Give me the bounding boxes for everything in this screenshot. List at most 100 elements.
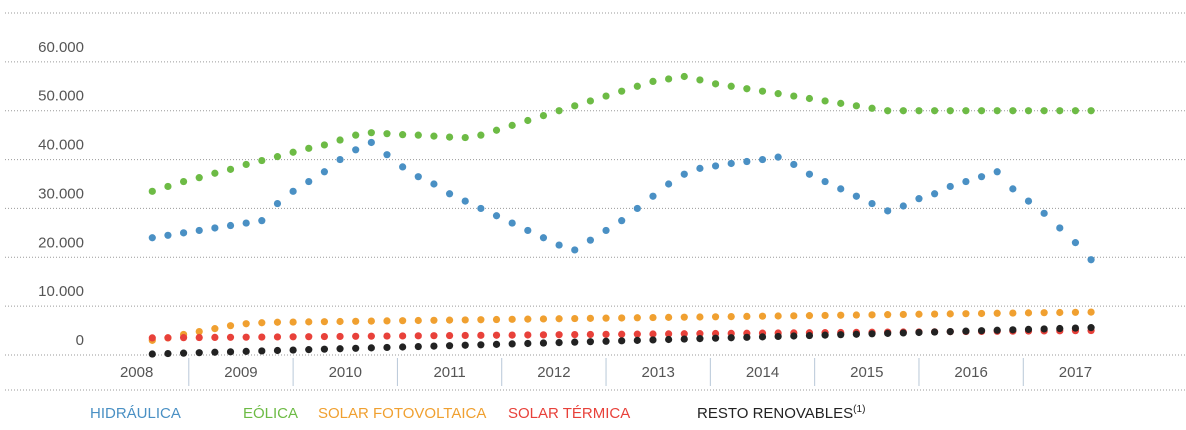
data-dot: [931, 190, 939, 198]
data-dot: [430, 132, 438, 140]
data-dot: [649, 77, 657, 85]
data-dot: [430, 180, 438, 188]
data-dot: [477, 331, 485, 339]
data-dot: [571, 102, 579, 110]
y-tick-label: 60.000: [38, 39, 84, 56]
data-dot: [226, 322, 235, 330]
data-dot: [680, 330, 688, 338]
data-dot: [586, 236, 594, 244]
data-dot: [289, 148, 297, 156]
data-dot: [821, 331, 829, 339]
data-dot: [821, 311, 829, 320]
data-dot: [868, 199, 876, 208]
x-tick-label: 2009: [224, 364, 257, 381]
data-dot: [571, 338, 579, 346]
data-dot: [899, 202, 907, 210]
data-dot: [649, 336, 657, 344]
data-dot: [524, 331, 532, 339]
data-dot: [633, 336, 641, 344]
data-dot: [868, 330, 876, 338]
data-dot: [665, 335, 673, 344]
data-dot: [727, 334, 735, 342]
data-dot: [1071, 239, 1080, 247]
x-tick-label: 2012: [537, 364, 570, 381]
legend-footnote-marker: (1): [853, 404, 865, 415]
data-dot: [711, 80, 720, 88]
data-dot: [962, 327, 970, 335]
data-dot: [665, 75, 673, 83]
data-dot: [539, 339, 548, 347]
data-dot: [258, 156, 266, 165]
x-tick-label: 2010: [329, 364, 362, 381]
data-dot: [289, 333, 297, 341]
data-dot: [242, 347, 250, 355]
data-dot: [289, 187, 297, 195]
data-dot: [445, 331, 454, 340]
data-dot: [461, 341, 469, 349]
data-dot: [242, 320, 250, 328]
data-dot: [445, 190, 454, 198]
data-dot: [618, 314, 626, 322]
data-dot: [273, 318, 282, 326]
data-dot: [743, 85, 751, 93]
data-dot: [571, 314, 579, 323]
y-tick-label: 40.000: [38, 137, 84, 154]
data-dot: [305, 346, 313, 354]
data-dot: [414, 342, 422, 351]
data-dot: [477, 204, 485, 213]
data-dot: [790, 312, 798, 320]
data-dot: [492, 331, 501, 339]
data-dot: [367, 317, 375, 325]
data-dot: [633, 314, 641, 322]
data-dot: [367, 138, 375, 147]
data-dot: [586, 97, 594, 105]
data-dot: [977, 107, 986, 115]
data-dot: [805, 94, 814, 103]
data-dot: [680, 170, 688, 178]
y-tick-label: 0: [76, 332, 84, 349]
data-dot: [1040, 107, 1048, 115]
data-dot: [618, 337, 626, 345]
data-dot: [649, 192, 657, 200]
data-dot: [946, 107, 954, 115]
data-dot: [696, 313, 704, 321]
data-dot: [758, 312, 767, 320]
x-tick-label: 2008: [120, 364, 153, 381]
data-dot: [258, 333, 266, 341]
data-dot: [352, 344, 360, 352]
data-dot: [539, 331, 548, 339]
data-dot: [1087, 308, 1095, 316]
data-dot: [696, 330, 704, 338]
data-dot: [1056, 308, 1064, 317]
data-dot: [931, 107, 939, 115]
data-dot: [868, 104, 876, 112]
data-dot: [555, 315, 563, 323]
data-dot: [524, 315, 532, 323]
data-dot: [164, 231, 172, 239]
data-dot: [931, 310, 939, 318]
data-dot: [226, 165, 235, 173]
data-dot: [1071, 107, 1080, 115]
data-dot: [868, 311, 876, 319]
data-dot: [899, 329, 907, 337]
data-dot: [571, 246, 579, 254]
data-dot: [1024, 309, 1033, 317]
x-tick-label: 2011: [433, 364, 465, 381]
data-dot: [1087, 107, 1095, 115]
data-dot: [1009, 309, 1017, 317]
data-dot: [1071, 324, 1080, 332]
data-dot: [539, 234, 548, 242]
data-dot: [852, 311, 860, 319]
data-dot: [508, 331, 516, 339]
data-dot: [571, 331, 579, 339]
data-dot: [195, 333, 203, 342]
data-dot: [336, 332, 344, 341]
data-dot: [618, 330, 626, 338]
data-dot: [430, 316, 438, 324]
data-dot: [195, 327, 203, 336]
data-dot: [461, 197, 469, 205]
data-dot: [633, 82, 641, 90]
data-dot: [852, 192, 860, 200]
data-dot: [1009, 326, 1017, 334]
